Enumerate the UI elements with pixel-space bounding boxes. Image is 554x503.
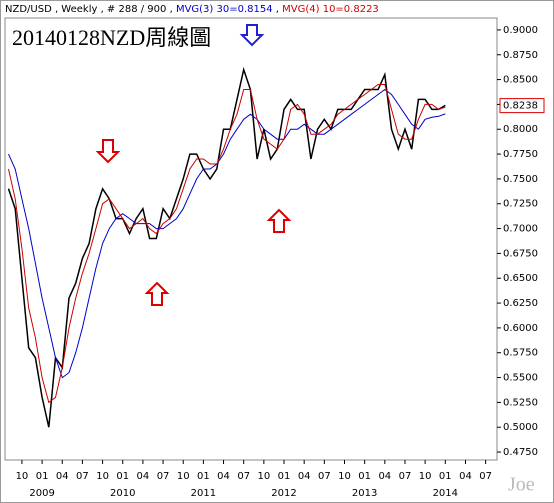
y-tick-label: 0.7500: [503, 174, 538, 185]
x-tick-label: 04: [217, 471, 230, 482]
x-tick-label: 07: [76, 471, 89, 482]
y-tick-label: 0.5750: [503, 348, 538, 359]
y-tick-label: 0.4750: [503, 447, 538, 458]
y-tick-label: 0.8500: [503, 75, 538, 86]
arrow-down: [239, 24, 265, 47]
last-price-box: [499, 98, 545, 114]
y-tick-label: 0.6750: [503, 248, 538, 259]
x-tick-label: 10: [338, 471, 351, 482]
series-line: [8, 84, 446, 404]
x-tick-label: 04: [298, 471, 311, 482]
x-tick-label: 07: [237, 471, 250, 482]
x-tick-label: 01: [197, 471, 210, 482]
x-tick-label: 01: [36, 471, 49, 482]
x-tick-label: 04: [378, 471, 391, 482]
x-tick-label: 04: [137, 471, 150, 482]
header-part: MVG(3) 30=0.8154: [176, 4, 273, 15]
year-label: 2013: [352, 488, 377, 499]
x-tick-label: 07: [318, 471, 331, 482]
last-price-label: 0.8238: [503, 101, 538, 112]
watermark: Joe: [508, 474, 535, 496]
year-label: 2011: [191, 488, 216, 499]
x-tick-label: 01: [278, 471, 291, 482]
y-tick-label: 0.8000: [503, 124, 538, 135]
y-tick-label: 0.5000: [503, 422, 538, 433]
x-tick-label: 07: [157, 471, 170, 482]
chart-title: 20140128NZD周線圖: [12, 25, 211, 50]
year-label: 2009: [29, 488, 54, 499]
arrow-down: [95, 139, 121, 164]
arrow-up: [144, 281, 170, 306]
y-tick-label: 0.7000: [503, 224, 538, 235]
x-tick-label: 04: [56, 471, 69, 482]
x-tick-label: 10: [96, 471, 109, 482]
y-tick-label: 0.7250: [503, 199, 538, 210]
y-tick-label: 0.7750: [503, 149, 538, 160]
x-tick-label: 10: [419, 471, 432, 482]
x-tick-label: 10: [16, 471, 29, 482]
arrow-up: [266, 208, 292, 233]
x-tick-label: 01: [439, 471, 452, 482]
series-line: [7, 66, 446, 428]
y-tick-label: 0.5500: [503, 373, 538, 384]
x-tick-label: 07: [399, 471, 412, 482]
header: NZD/USD , Weekly , # 288 / 900 , MVG(3) …: [5, 4, 379, 15]
x-tick-label: 01: [358, 471, 371, 482]
x-tick-label: 10: [257, 471, 270, 482]
y-tick-label: 0.6250: [503, 298, 538, 309]
header-part: ,: [273, 4, 283, 15]
y-tick-label: 0.6500: [503, 273, 538, 284]
y-tick-label: 0.5250: [503, 397, 538, 408]
y-tick-label: 0.8750: [503, 50, 538, 61]
header-part: NZD/USD , Weekly , # 288 / 900 ,: [5, 4, 176, 15]
plot-area: [4, 17, 498, 461]
series-line: [8, 88, 446, 379]
y-tick-label: 0.9000: [503, 25, 538, 36]
x-tick-label: 07: [479, 471, 492, 482]
year-label: 2014: [433, 488, 458, 499]
year-label: 2012: [271, 488, 296, 499]
year-label: 2010: [110, 488, 135, 499]
x-tick-label: 01: [116, 471, 129, 482]
x-tick-label: 04: [459, 471, 472, 482]
x-tick-label: 10: [177, 471, 190, 482]
y-tick-label: 0.6000: [503, 323, 538, 334]
header-part: MVG(4) 10=0.8223: [282, 4, 379, 15]
